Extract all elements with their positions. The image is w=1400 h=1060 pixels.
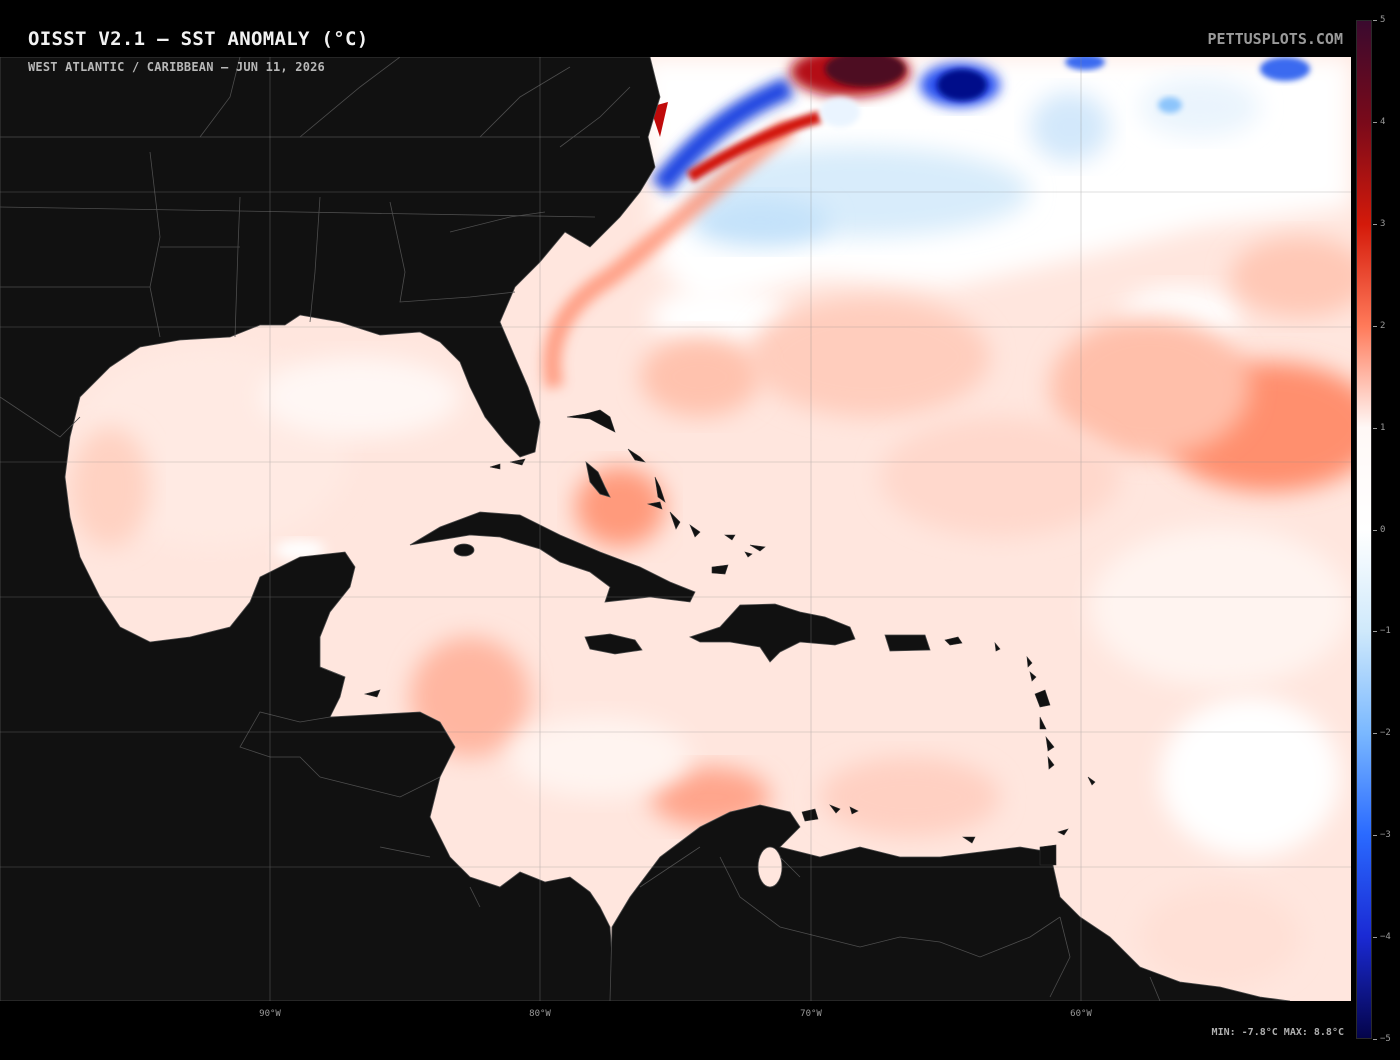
lon-label-60w: 60°W	[1070, 1009, 1092, 1019]
colorbar-tick	[1373, 325, 1377, 327]
land-masses	[0, 57, 1291, 1001]
colorbar-tick	[1373, 427, 1377, 429]
map-canvas	[0, 57, 1351, 1001]
colorbar-tick-label: −4	[1380, 932, 1391, 943]
colorbar-tick-label: −1	[1380, 626, 1391, 637]
colorbar-tick-label: −2	[1380, 728, 1391, 739]
colorbar-tick-label: 4	[1380, 116, 1386, 127]
colorbar-tick	[1373, 121, 1377, 123]
colorbar-tick-label: 3	[1380, 218, 1386, 229]
header: OISST V2.1 — SST ANOMALY (°C) PETTUSPLOT…	[0, 0, 1400, 57]
colorbar-tick-label: −5	[1380, 1034, 1391, 1044]
brand-watermark[interactable]: PETTUSPLOTS.COM	[1207, 30, 1343, 48]
colorbar-tick	[1373, 631, 1377, 633]
graticule	[0, 57, 1351, 1001]
colorbar-tick	[1373, 20, 1377, 21]
colorbar-tick	[1373, 223, 1377, 225]
colorbar-tick	[1373, 835, 1377, 837]
small-islands	[363, 409, 1096, 866]
colorbar[interactable]	[1356, 20, 1372, 1039]
lon-label-70w: 70°W	[800, 1009, 822, 1019]
colorbar-tick-label: 2	[1380, 320, 1386, 331]
colorbar-tick-label: −3	[1380, 830, 1391, 841]
colorbar-tick	[1373, 1039, 1377, 1040]
map-title: OISST V2.1 — SST ANOMALY (°C)	[28, 28, 369, 50]
lon-label-90w: 90°W	[259, 1009, 281, 1019]
colorbar-tick	[1373, 529, 1377, 531]
colorbar-tick	[1373, 937, 1377, 939]
sst-anomaly-map[interactable]	[0, 57, 1351, 1001]
map-subtitle: WEST ATLANTIC / CARIBBEAN — JUN 11, 2026	[28, 60, 325, 74]
min-max-stats: MIN: -7.8°C MAX: 8.8°C	[1211, 1027, 1344, 1038]
gulf-stream	[543, 57, 1310, 390]
colorbar-tick-label: 0	[1380, 524, 1386, 535]
colorbar-tick-label: 5	[1380, 15, 1386, 25]
lon-label-80w: 80°W	[529, 1009, 551, 1019]
colorbar-tick-label: 1	[1380, 422, 1386, 433]
colorbar-tick	[1373, 733, 1377, 735]
political-borders	[0, 57, 1161, 1001]
